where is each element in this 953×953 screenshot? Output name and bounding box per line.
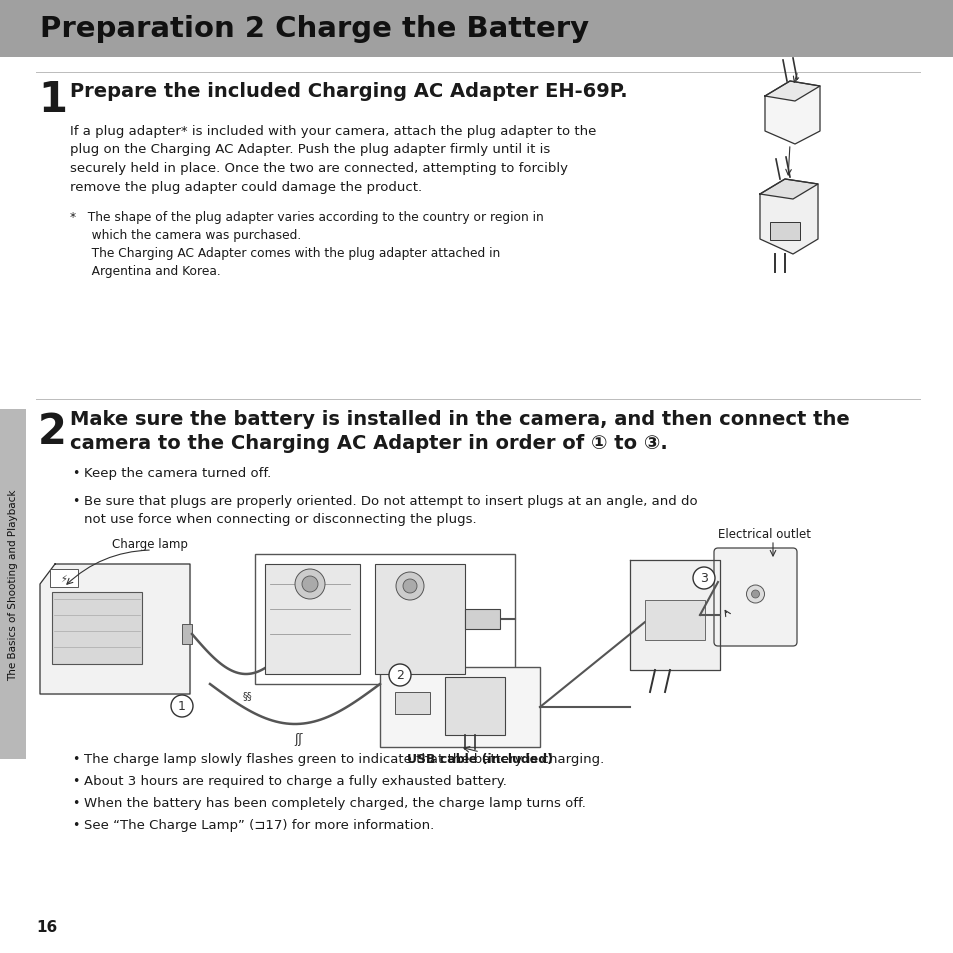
Text: 1: 1 [38,79,67,121]
Text: *: * [70,211,76,224]
Text: 1: 1 [178,700,186,713]
Text: Charge lamp: Charge lamp [112,537,188,551]
Text: •: • [71,774,79,787]
Text: About 3 hours are required to charge a fully exhausted battery.: About 3 hours are required to charge a f… [84,774,506,787]
Text: •: • [71,495,79,507]
Text: If a plug adapter* is included with your camera, attach the plug adapter to the
: If a plug adapter* is included with your… [70,125,596,193]
Bar [0,410,26,760]
Text: ʃʃ: ʃʃ [294,732,302,745]
Text: •: • [71,818,79,831]
Bar [50,569,78,587]
Text: The charge lamp slowly flashes green to indicate that the battery is charging.: The charge lamp slowly flashes green to … [84,752,603,765]
Circle shape [302,577,317,593]
Circle shape [745,585,763,603]
Bar [444,678,504,735]
Text: camera to the Charging AC Adapter in order of ① to ③.: camera to the Charging AC Adapter in ord… [70,434,667,453]
Circle shape [395,573,423,600]
Text: Make sure the battery is installed in the camera, and then connect the: Make sure the battery is installed in th… [70,410,849,429]
Text: •: • [71,752,79,765]
Text: •: • [71,467,79,479]
FancyBboxPatch shape [713,548,796,646]
Polygon shape [764,82,820,102]
Bar [265,564,359,675]
Bar [182,624,192,644]
Text: USB cable (included): USB cable (included) [407,752,553,765]
Text: Electrical outlet: Electrical outlet [718,527,810,540]
Text: See “The Charge Lamp” (⊐17) for more information.: See “The Charge Lamp” (⊐17) for more inf… [84,818,434,831]
Text: •: • [71,796,79,809]
Text: ⚡: ⚡ [60,574,68,583]
Circle shape [294,569,325,599]
Text: Preparation 2 Charge the Battery: Preparation 2 Charge the Battery [40,15,589,43]
Text: When the battery has been completely charged, the charge lamp turns off.: When the battery has been completely cha… [84,796,585,809]
Polygon shape [40,564,190,695]
Text: Prepare the included Charging AC Adapter EH-69P.: Prepare the included Charging AC Adapter… [70,82,627,101]
Bar [0,0,953,58]
Circle shape [171,696,193,718]
Bar [254,555,515,684]
Bar [52,593,142,664]
Circle shape [402,579,416,594]
Circle shape [692,567,714,589]
Text: 16: 16 [36,919,57,934]
Text: 2: 2 [38,411,67,453]
Text: §§: §§ [242,690,252,700]
Circle shape [751,590,759,598]
Bar [395,692,430,714]
Bar [379,667,539,747]
Text: 3: 3 [700,572,707,585]
Bar [644,600,704,640]
Bar [464,609,499,629]
Text: The shape of the plug adapter varies according to the country or region in
   wh: The shape of the plug adapter varies acc… [80,211,543,277]
Circle shape [389,664,411,686]
Polygon shape [760,180,817,200]
Text: Be sure that plugs are properly oriented. Do not attempt to insert plugs at an a: Be sure that plugs are properly oriented… [84,495,697,525]
Text: The Basics of Shooting and Playback: The Basics of Shooting and Playback [8,489,18,680]
Text: 2: 2 [395,669,403,681]
Polygon shape [760,180,817,254]
Bar [769,223,800,241]
Polygon shape [629,560,720,670]
Text: Keep the camera turned off.: Keep the camera turned off. [84,467,271,479]
Bar [375,564,464,675]
Polygon shape [764,82,820,145]
